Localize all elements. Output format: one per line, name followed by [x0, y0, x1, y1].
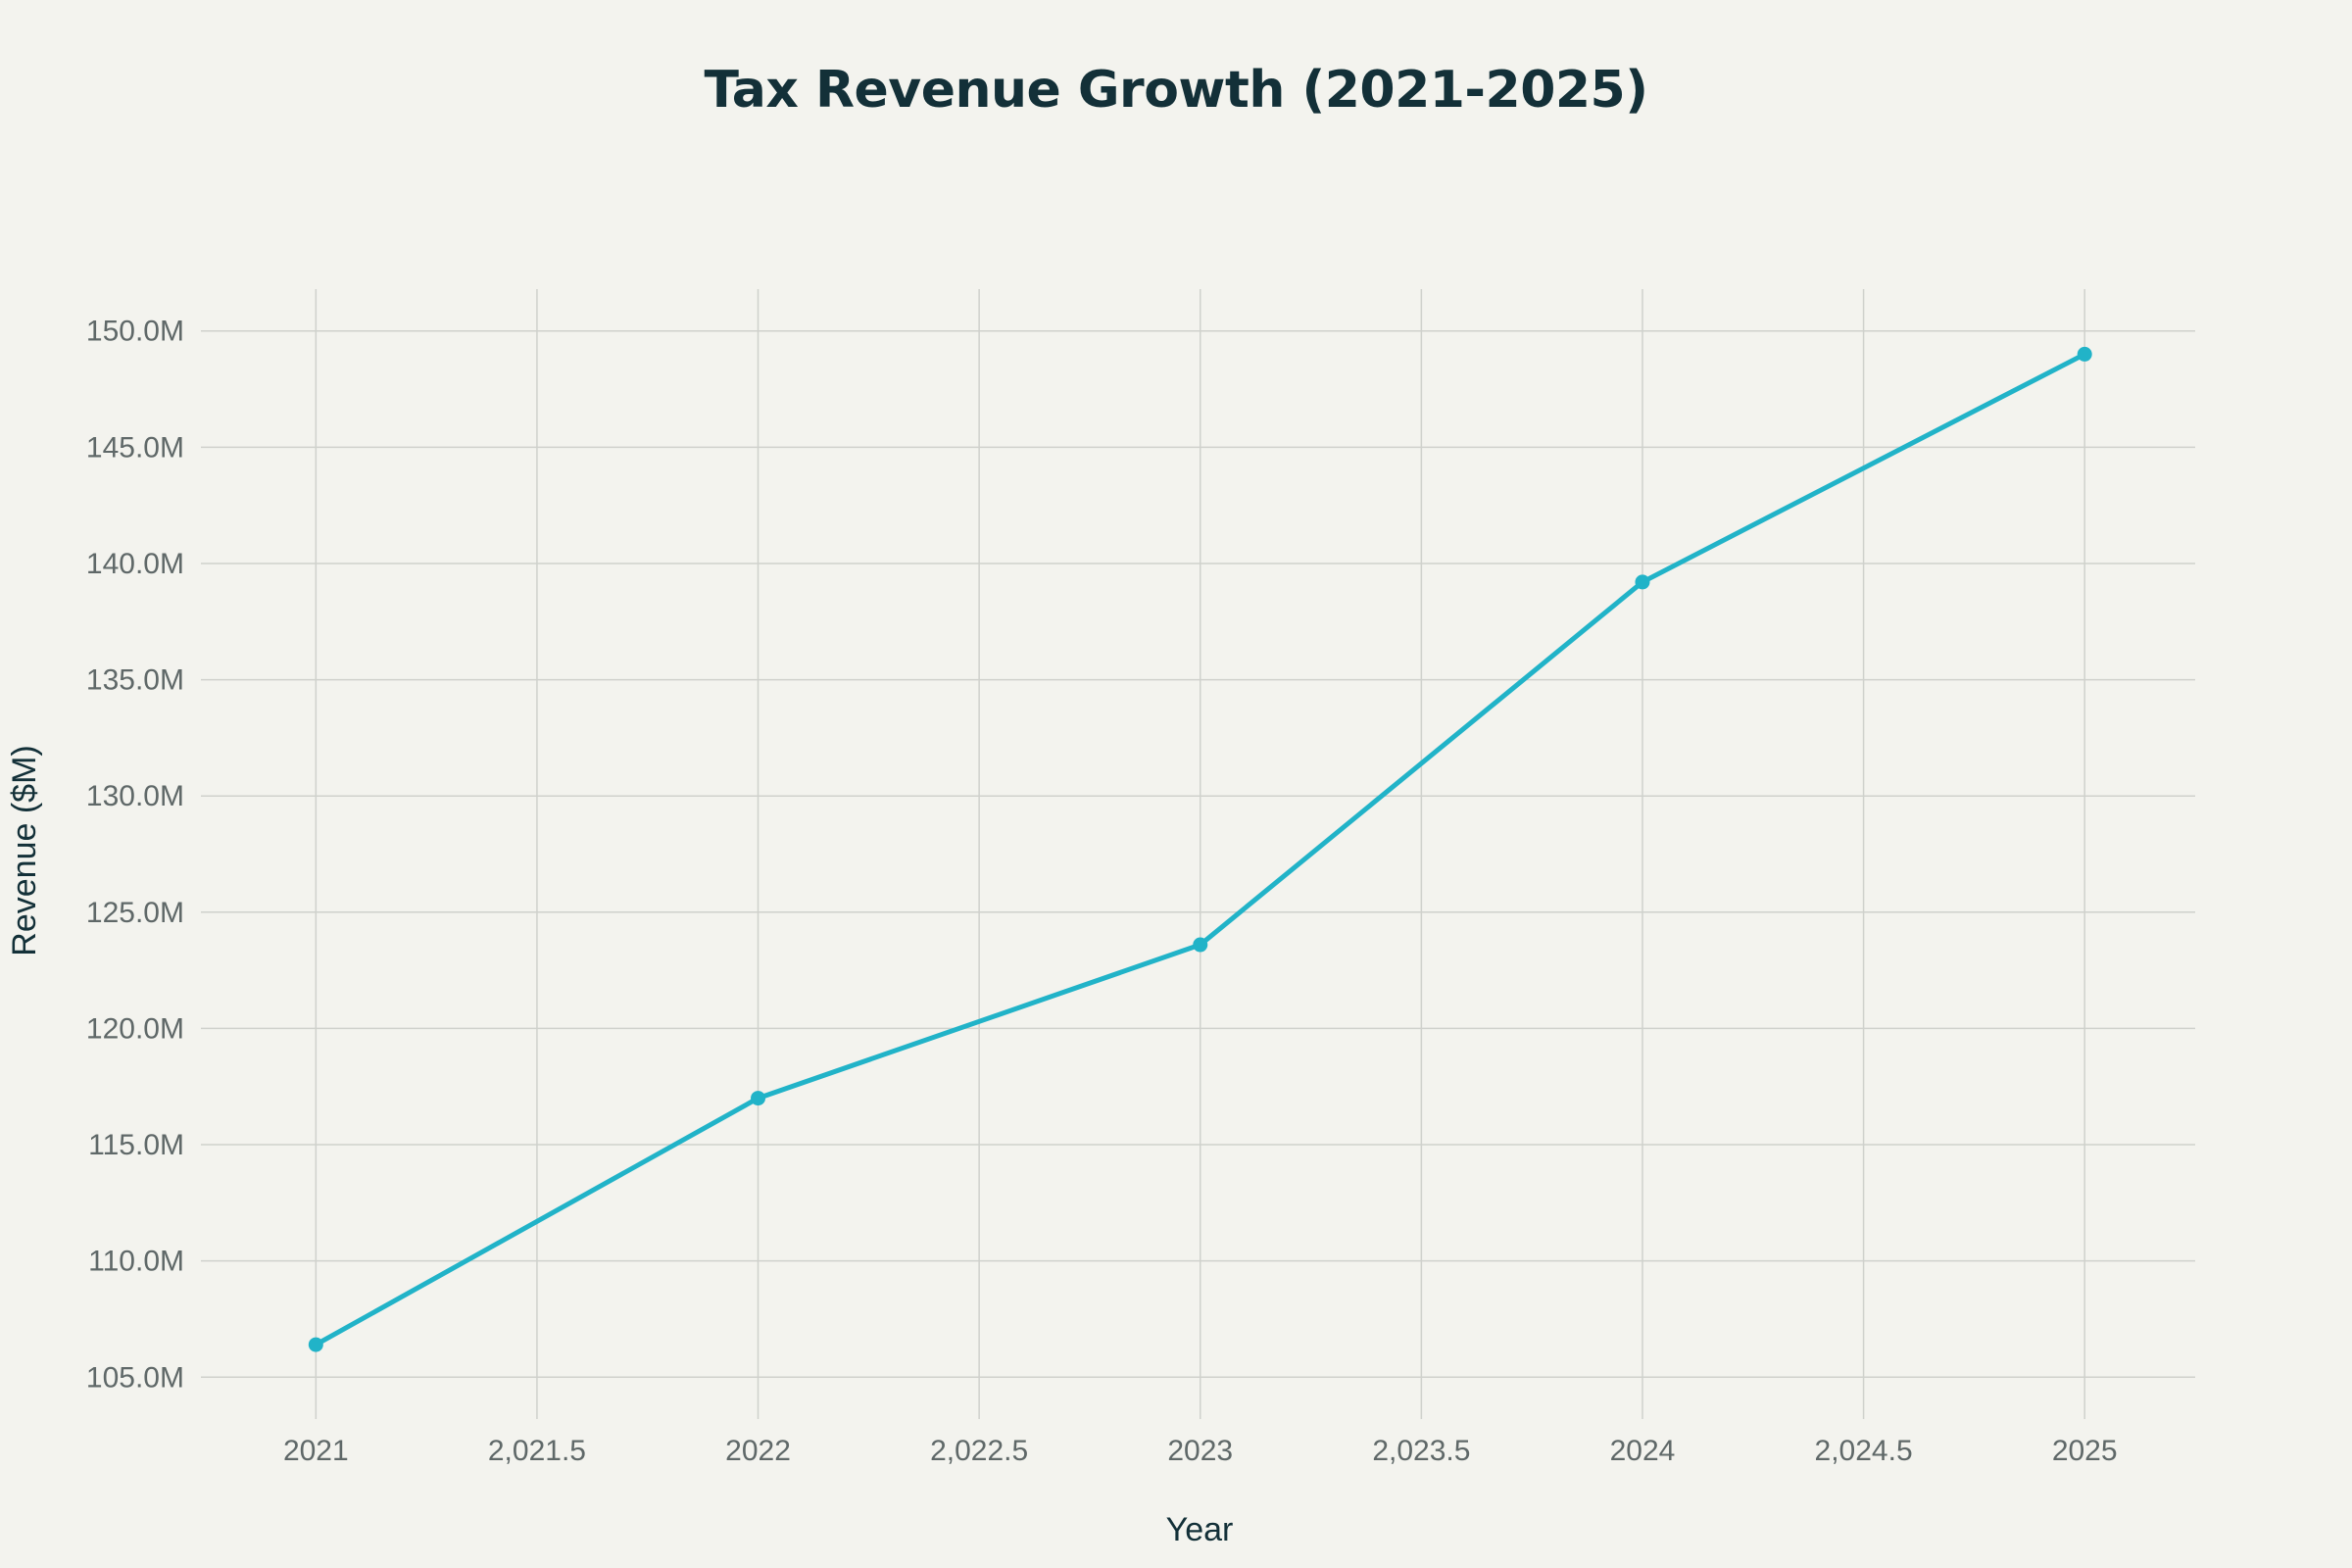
y-tick-label: 130.0M: [86, 780, 184, 812]
y-tick-label: 140.0M: [86, 548, 184, 580]
y-axis-ticks: 105.0M 110.0M 115.0M 120.0M 125.0M 130.0M 135.…: [86, 316, 184, 1395]
x-tick-label: 2022: [725, 1435, 791, 1467]
chart-title: Tax Revenue Growth (2021-2025): [704, 61, 1648, 120]
y-tick-label: 120.0M: [86, 1012, 184, 1045]
x-tick-label: 2021: [283, 1435, 349, 1467]
data-point[interactable]: [1193, 937, 1208, 953]
data-point[interactable]: [2077, 346, 2092, 362]
y-tick-label: 150.0M: [86, 316, 184, 348]
x-tick-label: 2,023.5: [1372, 1435, 1470, 1467]
y-tick-label: 110.0M: [88, 1246, 184, 1278]
x-axis-ticks: 2021 2,021.5 2022 2,022.5 2023 2,023.5 2024 2,0…: [283, 1435, 2118, 1467]
data-point[interactable]: [308, 1337, 323, 1352]
x-tick-label: 2024: [1610, 1435, 1676, 1467]
data-point[interactable]: [751, 1091, 766, 1106]
x-tick-label: 2,021.5: [488, 1435, 586, 1467]
x-axis-title: Year: [1166, 1511, 1234, 1548]
x-tick-label: 2023: [1167, 1435, 1233, 1467]
y-tick-label: 115.0M: [88, 1129, 184, 1161]
y-tick-label: 105.0M: [86, 1361, 184, 1394]
x-tick-label: 2,024.5: [1815, 1435, 1913, 1467]
y-tick-label: 135.0M: [86, 664, 184, 697]
series-layer[interactable]: [308, 346, 2092, 1352]
grid-lines: [201, 289, 2195, 1419]
y-tick-label: 145.0M: [86, 431, 184, 464]
data-point[interactable]: [1635, 574, 1650, 590]
y-tick-label: 125.0M: [86, 897, 184, 929]
x-tick-label: 2,022.5: [930, 1435, 1028, 1467]
x-tick-label: 2025: [2052, 1435, 2118, 1467]
y-axis-title: Revenue ($M): [6, 745, 43, 956]
